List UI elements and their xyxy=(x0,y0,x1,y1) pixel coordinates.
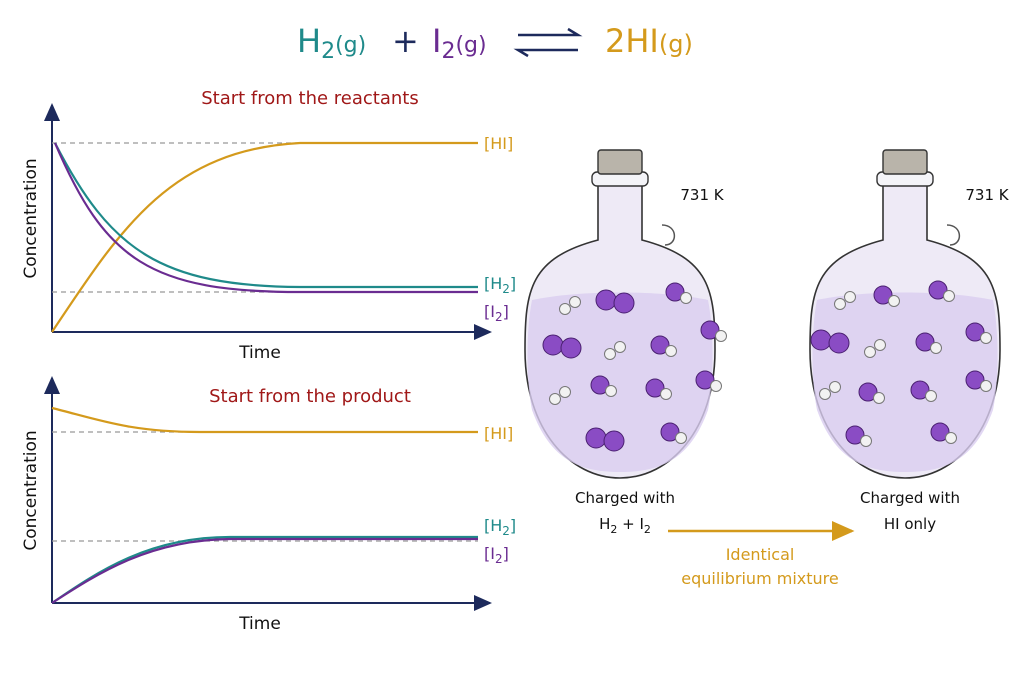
flask: 731 K Charged with HI only xyxy=(809,149,1010,533)
curve-h2 xyxy=(51,535,478,604)
molecule xyxy=(650,335,677,357)
molecule xyxy=(549,386,571,405)
curve-label: [I2] xyxy=(484,302,509,324)
molecule xyxy=(965,322,992,344)
caption: H2 + I2 xyxy=(599,515,651,536)
h2-formula: H2(g) xyxy=(297,22,366,64)
molecule xyxy=(834,291,856,310)
caption: Charged with xyxy=(575,489,675,507)
molecule xyxy=(590,375,617,397)
molecule xyxy=(965,370,992,392)
molecule xyxy=(928,280,955,302)
equilibrium-arrows xyxy=(513,27,583,58)
axis-label: Concentration xyxy=(21,158,41,278)
i2-formula: I2(g) xyxy=(432,22,487,64)
molecule xyxy=(810,329,850,354)
temperature: 731 K xyxy=(680,186,724,204)
graph: Start from the product Concentration Time [… xyxy=(21,376,516,634)
molecule xyxy=(645,378,672,400)
curve-label: [I2] xyxy=(484,544,509,566)
molecule xyxy=(695,370,722,392)
curve-i2 xyxy=(51,537,478,604)
arrow-label: Identical xyxy=(726,545,795,564)
molecule xyxy=(915,332,942,354)
molecule xyxy=(873,285,900,307)
flask: 731 K Charged with H2 + I2 xyxy=(524,149,727,536)
curve-label: [H2] xyxy=(484,516,516,538)
molecule xyxy=(858,382,885,404)
molecule xyxy=(585,427,625,452)
caption: HI only xyxy=(884,515,936,533)
molecule xyxy=(665,282,692,304)
molecule xyxy=(864,339,886,358)
temperature: 731 K xyxy=(965,186,1009,204)
graph: Start from the reactants Concentration Tim… xyxy=(21,88,516,363)
molecule xyxy=(559,296,581,315)
curve-label: [HI] xyxy=(484,424,513,443)
curve-i2 xyxy=(53,142,478,294)
curve-label: [H2] xyxy=(484,274,516,296)
molecule xyxy=(604,341,626,360)
equation: H2(g) + I2(g) 2HI(g) xyxy=(297,22,693,64)
graph-title: Start from the product xyxy=(209,386,411,407)
axis-label: Time xyxy=(238,614,281,634)
curve-hi xyxy=(51,406,478,434)
handle xyxy=(661,224,676,246)
molecule xyxy=(910,380,937,402)
arrow-label: equilibrium mixture xyxy=(681,569,838,588)
molecule xyxy=(845,425,872,447)
molecule xyxy=(700,320,727,342)
graph-title: Start from the reactants xyxy=(201,88,419,109)
molecule xyxy=(930,422,957,444)
curve-h2 xyxy=(54,142,478,289)
caption: Charged with xyxy=(860,489,960,507)
molecule xyxy=(819,381,841,400)
curve-hi xyxy=(51,141,478,333)
molecule xyxy=(660,422,687,444)
molecule xyxy=(595,289,635,314)
axis-label: Time xyxy=(238,343,281,363)
molecule xyxy=(542,334,582,359)
axis-label: Concentration xyxy=(21,430,41,550)
curve-label: [HI] xyxy=(484,134,513,153)
handle xyxy=(946,224,961,246)
plus: + xyxy=(392,22,419,60)
stopper xyxy=(882,149,928,175)
hi-formula: 2HI(g) xyxy=(605,22,693,60)
stopper xyxy=(597,149,643,175)
